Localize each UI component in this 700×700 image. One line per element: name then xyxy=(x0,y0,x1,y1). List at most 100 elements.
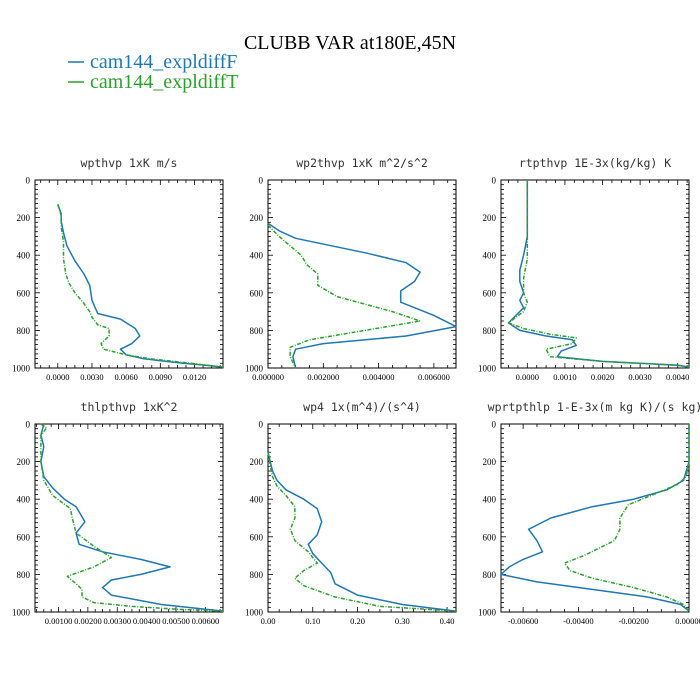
x-tick-label: 0.000000 xyxy=(252,372,284,382)
x-tick-label: 0.00300 xyxy=(103,616,131,626)
panel-title: wp4 1x(m^4)/(s^4) xyxy=(303,400,421,414)
panel-title: wp2thvp 1xK m^2/s^2 xyxy=(296,156,428,170)
x-tick-label: 0.10 xyxy=(305,616,320,626)
x-tick-label: 0.0000 xyxy=(46,372,69,382)
plot-frame xyxy=(500,423,690,613)
y-tick-label: 400 xyxy=(483,251,497,261)
plot-frame xyxy=(34,423,224,613)
x-tick-label: 0.0120 xyxy=(183,372,206,382)
y-tick-label: 200 xyxy=(17,457,31,467)
panel-6: wprtpthlp 1-E-3x(m kg K)/(s kg) 0 200 400 60… xyxy=(478,400,700,626)
y-tick-label: 400 xyxy=(250,495,264,505)
y-tick-label: 0 xyxy=(492,420,497,430)
panel-title: wpthvp 1xK m/s xyxy=(81,156,178,170)
plot-frame xyxy=(500,179,690,369)
x-tick-label: 0.00 xyxy=(261,616,276,626)
series-line-cam144_expldiffT xyxy=(563,424,690,612)
series-line-cam144_expldiffT xyxy=(267,452,457,612)
x-tick-label: 0.00500 xyxy=(162,616,190,626)
x-tick-label: -0.00600 xyxy=(508,616,538,626)
y-tick-label: 400 xyxy=(483,495,497,505)
y-tick-label: 800 xyxy=(483,326,497,336)
y-tick-label: 1000 xyxy=(245,608,264,618)
x-tick-label: 0.00000 xyxy=(675,616,700,626)
series-line-cam144_expldiffF xyxy=(507,180,690,368)
x-tick-label: 0.00400 xyxy=(133,616,161,626)
x-tick-label: 0.00600 xyxy=(192,616,220,626)
y-tick-label: 600 xyxy=(17,532,31,542)
series-line-cam144_expldiffT xyxy=(267,224,421,369)
y-tick-label: 800 xyxy=(17,326,31,336)
y-tick-label: 1000 xyxy=(12,608,31,618)
x-tick-label: 0.40 xyxy=(440,616,455,626)
y-tick-label: 1000 xyxy=(12,364,31,374)
plot-frame xyxy=(34,179,224,369)
series-line-cam144_expldiffF xyxy=(40,423,224,612)
y-tick-label: 400 xyxy=(17,251,31,261)
series-line-cam144_expldiffF xyxy=(267,452,457,612)
y-tick-label: 800 xyxy=(483,570,497,580)
series-line-cam144_expldiffF xyxy=(57,204,224,368)
y-tick-label: 400 xyxy=(17,495,31,505)
y-tick-label: 1000 xyxy=(245,364,264,374)
x-tick-label: 0.30 xyxy=(395,616,410,626)
y-tick-label: 200 xyxy=(483,213,497,223)
x-tick-label: 0.0030 xyxy=(80,372,103,382)
y-tick-label: 600 xyxy=(250,532,264,542)
series-line-cam144_expldiffF xyxy=(500,424,690,612)
panel-3: rtpthvp 1E-3x(kg/kg) K 0 200 400 600 800 1000 0… xyxy=(478,156,690,382)
y-tick-label: 1000 xyxy=(478,364,497,374)
legend-label-expldiffF: cam144_expldiffF xyxy=(90,51,237,73)
x-tick-label: 0.00100 xyxy=(45,616,73,626)
series-line-cam144_expldiffT xyxy=(507,180,690,368)
legend: cam144_expldiffF cam144_expldiffT xyxy=(68,51,238,93)
y-tick-label: 200 xyxy=(17,213,31,223)
x-tick-label: 0.0060 xyxy=(114,372,137,382)
x-tick-label: 0.002000 xyxy=(307,372,339,382)
y-tick-label: 200 xyxy=(250,213,264,223)
y-tick-label: 0 xyxy=(259,420,264,430)
y-tick-label: 0 xyxy=(259,176,264,186)
y-tick-label: 800 xyxy=(250,570,264,580)
legend-label-expldiffT: cam144_expldiffT xyxy=(90,71,238,93)
y-tick-label: 200 xyxy=(483,457,497,467)
x-tick-label: 0.20 xyxy=(350,616,365,626)
x-tick-label: -0.00200 xyxy=(618,616,648,626)
x-tick-label: 0.00200 xyxy=(74,616,102,626)
series-line-cam144_expldiffF xyxy=(267,222,457,369)
panel-1: wpthvp 1xK m/s 0 200 400 600 800 1000 0.0000 0.0… xyxy=(12,156,224,382)
x-tick-label: 0.0010 xyxy=(553,372,576,382)
plot-frame xyxy=(267,423,457,613)
y-tick-label: 0 xyxy=(26,176,31,186)
y-tick-label: 400 xyxy=(250,251,264,261)
panel-title: rtpthvp 1E-3x(kg/kg) K xyxy=(519,156,671,170)
x-tick-label: 0.0090 xyxy=(149,372,172,382)
x-tick-label: 0.0020 xyxy=(591,372,614,382)
x-tick-label: -0.00400 xyxy=(563,616,593,626)
series-line-cam144_expldiffT xyxy=(57,204,224,368)
y-tick-label: 200 xyxy=(250,457,264,467)
panel-2: wp2thvp 1xK m^2/s^2020040060080010000.00… xyxy=(245,156,457,382)
panel-title: thlpthvp 1xK^2 xyxy=(81,400,178,414)
y-tick-label: 600 xyxy=(483,288,497,298)
y-tick-label: 800 xyxy=(250,326,264,336)
y-tick-label: 0 xyxy=(26,420,31,430)
series-line-cam144_expldiffT xyxy=(40,423,224,612)
y-tick-label: 600 xyxy=(17,288,31,298)
x-tick-label: 0.006000 xyxy=(418,372,450,382)
y-tick-label: 1000 xyxy=(478,608,497,618)
y-tick-label: 600 xyxy=(250,288,264,298)
x-tick-label: 0.0030 xyxy=(628,372,651,382)
y-tick-label: 600 xyxy=(483,532,497,542)
x-tick-label: 0.004000 xyxy=(363,372,395,382)
figure-title: CLUBB VAR at180E,45N xyxy=(244,32,456,54)
x-tick-label: 0.0000 xyxy=(516,372,539,382)
y-tick-label: 800 xyxy=(17,570,31,580)
y-tick-label: 0 xyxy=(492,176,497,186)
panel-title: wprtpthlp 1-E-3x(m kg K)/(s kg) xyxy=(488,400,700,414)
x-tick-label: 0.0040 xyxy=(666,372,689,382)
